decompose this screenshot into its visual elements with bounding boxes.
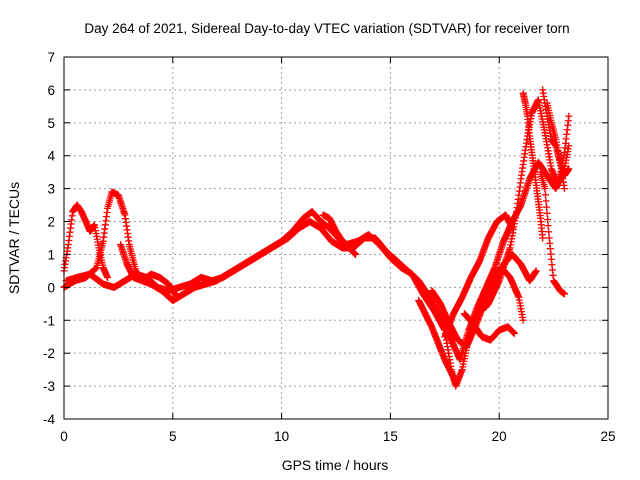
series-track bbox=[319, 211, 360, 258]
data-point bbox=[510, 329, 518, 337]
series-track bbox=[117, 241, 181, 301]
data-point bbox=[565, 165, 573, 173]
y-tick-label: -4 bbox=[43, 412, 55, 427]
y-tick-label: 5 bbox=[47, 116, 55, 131]
plot-border bbox=[63, 56, 609, 420]
x-tick-label: 20 bbox=[492, 429, 507, 444]
data-point bbox=[539, 234, 547, 242]
series-track bbox=[543, 99, 573, 179]
x-tick-label: 25 bbox=[600, 429, 615, 444]
data-point bbox=[541, 185, 549, 193]
data-point bbox=[560, 185, 568, 193]
data-point bbox=[544, 215, 552, 223]
y-tick-label: 7 bbox=[47, 50, 55, 65]
data-point bbox=[544, 222, 552, 230]
data-point bbox=[560, 290, 568, 298]
series-track bbox=[537, 168, 568, 298]
series-track bbox=[482, 250, 540, 311]
y-tick-label: -1 bbox=[43, 313, 55, 328]
series-track bbox=[441, 211, 516, 341]
series-track bbox=[415, 297, 460, 387]
chart-title: Day 264 of 2021, Sidereal Day-to-day VTE… bbox=[84, 21, 569, 36]
data-point bbox=[543, 203, 551, 211]
data-point bbox=[543, 209, 551, 217]
series-track bbox=[519, 89, 547, 242]
x-tick-label: 15 bbox=[383, 429, 398, 444]
x-tick-label: 5 bbox=[169, 429, 177, 444]
x-axis-label: GPS time / hours bbox=[282, 457, 389, 473]
y-tick-label: 0 bbox=[47, 280, 55, 295]
y-tick-label: 3 bbox=[47, 182, 55, 197]
axis-ticks: 0 5 10 15 20 25 -4 -3 -2 -1 0 1 2 3 4 5 6 7 bbox=[43, 50, 616, 444]
x-tick-label: 10 bbox=[274, 429, 289, 444]
data-point bbox=[508, 224, 516, 232]
data-point bbox=[532, 267, 540, 275]
y-tick-label: 2 bbox=[47, 215, 55, 230]
data-point bbox=[541, 191, 549, 199]
data-point bbox=[519, 316, 527, 324]
data-point bbox=[104, 273, 112, 281]
data-point bbox=[542, 197, 550, 205]
series-track bbox=[460, 310, 518, 344]
data-point bbox=[452, 379, 460, 387]
series-points bbox=[60, 86, 573, 390]
data-point bbox=[565, 142, 573, 150]
y-tick-label: 6 bbox=[47, 83, 55, 98]
data-point bbox=[545, 228, 553, 236]
data-point bbox=[173, 293, 181, 301]
y-tick-label: -3 bbox=[43, 379, 55, 394]
data-point bbox=[352, 250, 360, 258]
x-tick-label: 0 bbox=[60, 429, 68, 444]
y-axis-label: SDTVAR / TECUs bbox=[6, 182, 22, 294]
y-tick-label: 4 bbox=[47, 149, 55, 164]
data-point bbox=[565, 112, 573, 120]
y-tick-label: 1 bbox=[47, 247, 55, 262]
y-tick-label: -2 bbox=[43, 346, 55, 361]
